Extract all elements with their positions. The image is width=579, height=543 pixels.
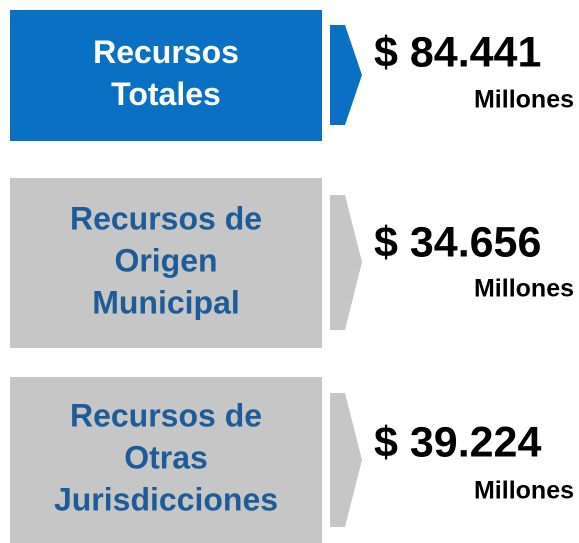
box-label: Recursos de — [70, 397, 262, 433]
box-label: Jurisdicciones — [54, 481, 278, 517]
box-label: Recursos de — [70, 200, 262, 236]
arrow — [330, 195, 362, 330]
arrow — [330, 25, 362, 125]
unit: Millones — [474, 275, 574, 303]
box-otras — [10, 377, 322, 543]
box-label: Totales — [111, 76, 221, 112]
unit: Millones — [474, 477, 574, 505]
box-label: Origen — [114, 242, 217, 278]
box-label: Otras — [124, 439, 208, 475]
unit: Millones — [474, 86, 574, 114]
box-municipal — [10, 178, 322, 348]
amount: $ 84.441 — [374, 28, 541, 76]
arrow — [330, 393, 362, 527]
amount: $ 34.656 — [374, 218, 541, 266]
amount: $ 39.224 — [374, 418, 541, 466]
box-label: Recursos — [93, 34, 239, 70]
box-label: Municipal — [92, 284, 240, 320]
box-total — [10, 10, 322, 141]
